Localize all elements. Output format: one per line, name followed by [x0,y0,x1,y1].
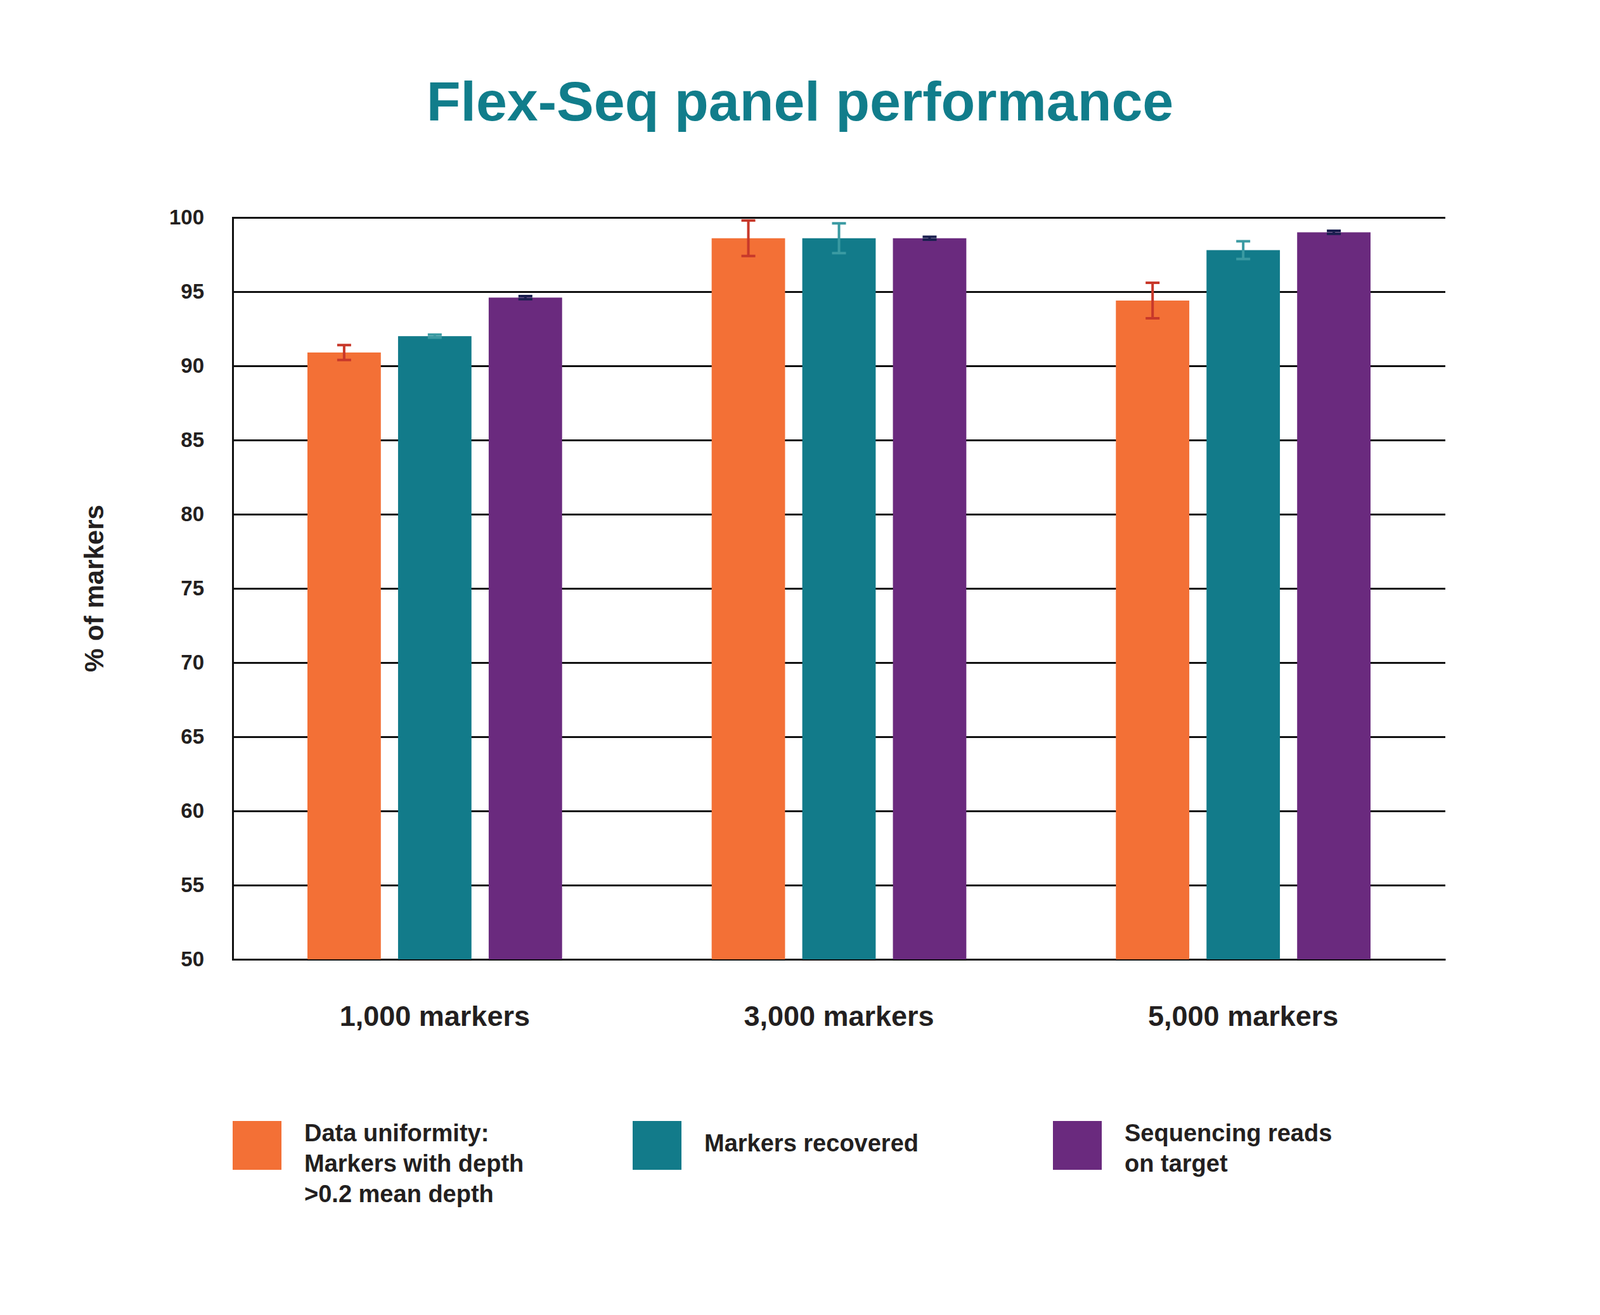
legend-item: Markers recovered [632,1120,919,1170]
bar [398,335,472,960]
error-bar [337,344,352,360]
error-bar [1145,282,1160,319]
y-tick-label: 85 [180,427,205,452]
y-tick-label: 55 [180,872,205,897]
error-bar [1236,240,1251,259]
x-axis: 1,000 markers 3,000 markers 5,000 markers [233,959,1446,1033]
series [398,223,1280,960]
legend-label-line: Sequencing reads [1124,1119,1332,1147]
legend-label-line: on target [1124,1149,1228,1177]
bar [1206,249,1280,960]
legend-item: Data uniformity:Markers with depth >0.2 m… [232,1119,524,1207]
series [307,220,1190,960]
legend: Data uniformity:Markers with depth >0.2 m… [232,1119,1332,1207]
legend-label-line: Data uniformity: [304,1119,489,1147]
y-tick: 100 [169,205,1446,229]
y-axis: 50 55 60 65 70 75 80 85 90 95 100 [169,205,1446,971]
y-tick-label: 95 [180,279,205,304]
legend-label: Sequencing readson target [1124,1119,1332,1177]
legend-item: Sequencing readson target [1052,1119,1332,1177]
error-bar [741,220,756,257]
error-bar [427,334,442,338]
y-tick-label: 75 [180,576,205,600]
legend-swatch [1052,1120,1102,1170]
bar [802,238,877,960]
title: Flex-Seq panel performance [426,69,1175,133]
legend-label-line: >0.2 mean depth [304,1180,494,1207]
error-bar [922,236,937,240]
bar [1296,232,1371,960]
y-tick-label: 60 [180,798,205,823]
y-tick-label: 80 [180,502,205,526]
bar [488,297,563,960]
error-bar [1326,230,1341,234]
legend-swatch [232,1120,282,1170]
y-tick-label: 90 [180,353,205,378]
bar [893,238,967,960]
y-tick-label: 50 [180,947,205,971]
x-tick-label: 5,000 markers [1148,999,1339,1033]
bar [1115,300,1190,960]
legend-label-line: Markers recovered [704,1129,919,1157]
legend-swatch [632,1120,682,1170]
x-tick: 5,000 markers [1148,999,1339,1033]
bar [307,352,381,960]
y-axis-title: % of markers [79,504,110,672]
series [488,230,1371,960]
chart: Flex-Seq panel performance 50 55 60 65 70 75 80… [0,0,1600,1315]
bar [711,238,786,960]
grid-line [232,216,1446,219]
y-axis-line [233,218,1446,960]
y-tick-label: 100 [169,205,205,229]
legend-label-line: Markers with depth [304,1149,524,1177]
error-bar [518,296,533,300]
x-tick-label: 1,000 markers [339,999,530,1033]
legend-label: Markers recovered [704,1129,919,1157]
y-tick-label: 65 [180,724,205,749]
error-bar [832,223,847,253]
y-tick-label: 70 [180,650,205,674]
bars [307,220,1371,960]
x-tick: 1,000 markers [339,999,530,1033]
legend-label: Data uniformity:Markers with depth >0.2 m… [304,1119,524,1207]
x-tick: 3,000 markers [743,999,934,1033]
x-tick-label: 3,000 markers [743,999,934,1033]
